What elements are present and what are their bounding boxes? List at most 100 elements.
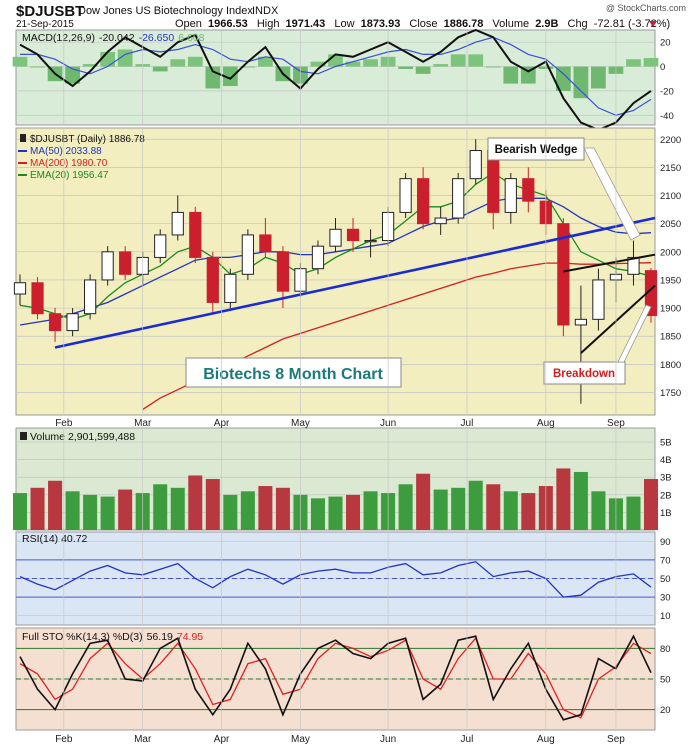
price-tick-label: 1900 — [660, 304, 681, 315]
price-tick-label: 1950 — [660, 275, 681, 286]
candle-body — [276, 251, 290, 292]
volume-bar — [30, 487, 45, 530]
volume-bar — [468, 480, 483, 530]
wedge-pointer — [583, 147, 641, 241]
macd-legend-value: -26.650 — [139, 32, 175, 44]
price-month-label: Jun — [380, 418, 396, 429]
macd-histogram-bar — [258, 56, 273, 67]
rsi-tick-label: 90 — [660, 537, 671, 548]
price-month-label: Feb — [55, 418, 73, 429]
rsi-tick-label: 10 — [660, 611, 671, 622]
bottom-month-label: Aug — [537, 734, 555, 745]
candle-body — [13, 282, 27, 295]
price-month-label: Sep — [607, 418, 625, 429]
sto-legend: Full STO %K(14,3) %D(3) 56.19 74.95 — [22, 631, 203, 643]
macd-histogram-bar — [222, 66, 238, 87]
title-callout-label: Biotechs 8 Month Chart — [203, 366, 383, 383]
price-legend-entry: MA(50) 2033.88 — [30, 146, 102, 157]
candle-body — [557, 223, 570, 326]
volume-bar — [12, 493, 28, 530]
candle-body — [574, 318, 587, 326]
macd-histogram-bar — [573, 66, 589, 99]
price-month-label: May — [291, 418, 310, 429]
chg-label: Chg — [568, 18, 588, 30]
volume-bar — [188, 475, 203, 530]
bottom-month-label: Apr — [214, 734, 230, 745]
open-value: 1966.53 — [208, 18, 248, 30]
candle-body — [189, 211, 202, 258]
open-label: Open — [175, 18, 202, 30]
bottom-month-label: Jul — [461, 734, 474, 745]
macd-histogram-bar — [363, 59, 378, 67]
volume-bar — [310, 498, 325, 530]
price-tick-label: 2100 — [660, 191, 681, 202]
index-name-label: Dow Jones US Biotechnology Index — [78, 5, 253, 17]
macd-histogram-bar — [555, 66, 571, 91]
volume-bar — [258, 486, 273, 530]
macd-histogram-bar — [398, 66, 413, 69]
volume-bar — [328, 496, 343, 530]
bottom-month-label: Feb — [55, 734, 73, 745]
volume-bar — [205, 479, 220, 530]
sto-tick-label: 80 — [660, 644, 671, 655]
low-label: Low — [334, 18, 354, 30]
volume-bar — [65, 491, 80, 530]
volume-bar — [100, 496, 115, 530]
wedge-upper-line — [563, 253, 656, 273]
candle-body — [241, 234, 254, 275]
close-value: 1886.78 — [444, 18, 484, 30]
volume-bar — [591, 491, 606, 530]
candle-body — [346, 228, 360, 242]
wedge-callout-label: Bearish Wedge — [495, 144, 578, 156]
chg-value: -72.81 (-3.72%) — [594, 18, 670, 30]
volume-tick-label: 5B — [660, 438, 672, 449]
macd-histogram-bar — [100, 51, 116, 67]
price-tick-label: 2050 — [660, 219, 681, 230]
volume-bar — [626, 496, 641, 530]
macd-histogram-bar — [450, 54, 466, 67]
volume-bar — [83, 494, 98, 530]
sto-tick-label: 20 — [660, 705, 671, 716]
price-month-label: Mar — [134, 418, 152, 429]
candle-body — [206, 256, 219, 303]
candle-body — [627, 256, 640, 275]
candle-body — [329, 228, 342, 247]
macd-histogram-bar — [503, 66, 519, 84]
down-triangle-icon — [649, 21, 657, 27]
candle-body — [171, 211, 184, 236]
symbol-label: $DJUSBT — [16, 3, 84, 20]
macd-histogram-bar — [433, 64, 449, 67]
macd-legend-value: MACD(12,26,9) — [22, 32, 95, 44]
volume-tick-label: 1B — [660, 508, 672, 519]
bottom-month-label: Mar — [134, 734, 152, 745]
candle-body — [119, 251, 132, 275]
panels: 20 0 -20 -40 MACD(12,26,9) -20.042 -26.650 6.60… — [12, 28, 681, 731]
rsi-legend: RSI(14) 40.72 — [22, 533, 88, 545]
volume-tick-label: 4B — [660, 455, 672, 466]
candle-body — [592, 279, 605, 320]
volume-label: Volume — [492, 18, 529, 30]
candle-body — [31, 282, 44, 315]
macd-histogram-bar — [485, 66, 501, 68]
macd-tick-label: 20 — [660, 38, 671, 49]
breakdown-callout-label: Breakdown — [553, 368, 615, 380]
candle-body — [399, 178, 412, 213]
price-tick-label: 2000 — [660, 247, 681, 258]
wedge-lower-line — [580, 284, 656, 354]
macd-histogram-bar — [187, 56, 203, 67]
volume-bar — [416, 473, 431, 530]
volume-legend-icon — [20, 432, 27, 440]
candle-body — [434, 217, 447, 225]
x-axis: Feb Feb Mar Mar Apr Apr May May Jun Jun Jul Jul Aug A… — [55, 418, 625, 745]
sto-legend-value: Full STO %K(14,3) %D(3) — [22, 631, 143, 643]
macd-histogram-bar — [65, 66, 80, 84]
volume-bar — [153, 484, 168, 530]
macd-tick-label: -20 — [660, 86, 674, 97]
candle-body — [469, 150, 482, 180]
candle-body — [364, 240, 377, 243]
candle-body — [417, 178, 430, 225]
volume-bar — [486, 484, 501, 530]
volume-bar — [398, 484, 413, 530]
price-month-label: Jul — [461, 418, 474, 429]
macd-histogram-bar — [591, 66, 606, 89]
